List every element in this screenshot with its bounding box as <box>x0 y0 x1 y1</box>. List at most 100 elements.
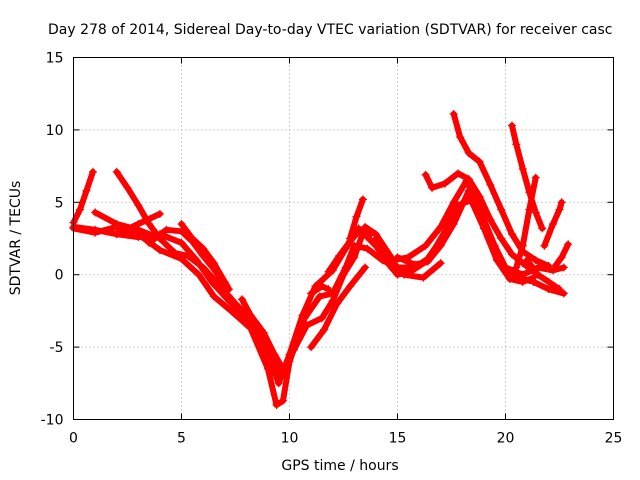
data-point <box>350 253 359 262</box>
y-tick-label: 5 <box>55 195 64 211</box>
data-point <box>279 396 288 405</box>
data-point <box>363 244 372 253</box>
data-point <box>421 241 430 250</box>
data-point <box>155 246 164 255</box>
data-point <box>320 325 329 334</box>
data-point <box>529 277 538 286</box>
data-point <box>274 379 283 388</box>
data-point <box>533 270 542 279</box>
plot-frame <box>73 57 614 420</box>
data-point <box>246 311 255 320</box>
data-point <box>155 209 164 218</box>
grid <box>73 57 614 420</box>
data-point <box>199 244 208 253</box>
data-point <box>324 285 333 294</box>
data-point <box>512 140 521 149</box>
data-point <box>75 205 84 214</box>
data-point <box>453 169 462 178</box>
data-point <box>523 256 532 265</box>
data-point <box>378 256 387 265</box>
y-axis-label: SDTVAR / TECUs <box>8 181 24 296</box>
y-tick-label: -10 <box>41 413 64 429</box>
data-point <box>302 321 311 330</box>
data-point <box>225 285 234 294</box>
data-point <box>436 259 445 268</box>
data-point <box>112 220 121 229</box>
data-point <box>531 256 540 265</box>
data-point <box>449 198 458 207</box>
data-point <box>464 186 473 195</box>
data-point <box>361 222 370 231</box>
data-point <box>365 231 374 240</box>
data-point <box>354 227 363 236</box>
data-point <box>237 295 246 304</box>
data-point <box>361 263 370 272</box>
data-point <box>436 222 445 231</box>
data-point <box>194 270 203 279</box>
series-track-a <box>70 168 96 226</box>
data-point <box>276 372 285 381</box>
data-point <box>544 285 553 294</box>
data-point <box>289 345 298 354</box>
data-point <box>315 292 324 301</box>
data-point <box>501 263 510 272</box>
data-point <box>91 208 100 217</box>
data-point <box>272 401 281 410</box>
data-point <box>475 205 484 214</box>
chart-title: Day 278 of 2014, Sidereal Day-to-day VTE… <box>48 22 612 38</box>
data-point <box>421 170 430 179</box>
data-point <box>220 277 229 286</box>
data-point <box>393 253 402 262</box>
data-point <box>419 273 428 282</box>
data-point <box>177 220 186 229</box>
data-point <box>134 201 143 210</box>
data-point <box>345 234 354 243</box>
data-point <box>436 241 445 250</box>
data-point <box>531 173 540 182</box>
data-point <box>324 267 333 276</box>
x-tick-label: 0 <box>69 431 78 447</box>
data-point <box>171 248 180 257</box>
data-point <box>333 299 342 308</box>
data-point <box>423 257 432 266</box>
data-point <box>352 212 361 221</box>
series-track-s <box>513 174 539 271</box>
data-point <box>559 289 568 298</box>
tick-labels: 0 5 10 15 20 25 -10 -5 0 5 10 15 <box>41 51 623 447</box>
data-point <box>549 220 558 229</box>
data-point <box>475 157 484 166</box>
data-point <box>112 230 121 239</box>
data-point <box>497 234 506 243</box>
data-point <box>270 350 279 359</box>
data-point <box>512 263 521 272</box>
data-point <box>183 251 192 260</box>
y-tick-label: 10 <box>46 123 64 139</box>
series-track-h <box>178 221 232 293</box>
data-point <box>209 259 218 268</box>
data-point <box>486 215 495 224</box>
data-point <box>518 241 527 250</box>
data-point <box>518 270 527 279</box>
data-point <box>486 180 495 189</box>
x-axis-label: GPS time / hours <box>281 458 398 474</box>
data-point <box>227 306 236 315</box>
data-point <box>456 133 465 142</box>
series-track-u <box>541 199 565 249</box>
series-track-q <box>450 111 552 269</box>
x-tick-label: 5 <box>177 431 186 447</box>
data-point <box>123 183 132 192</box>
data-point <box>497 205 506 214</box>
data-point <box>209 292 218 301</box>
data-point <box>441 179 450 188</box>
data-point <box>199 263 208 272</box>
data-point <box>531 208 540 217</box>
data-point <box>82 186 91 195</box>
data-series <box>69 109 573 410</box>
data-point <box>551 262 560 271</box>
data-point <box>464 149 473 158</box>
data-point <box>557 253 566 262</box>
data-point <box>145 238 154 247</box>
x-tick-label: 15 <box>389 431 407 447</box>
data-point <box>231 299 240 308</box>
